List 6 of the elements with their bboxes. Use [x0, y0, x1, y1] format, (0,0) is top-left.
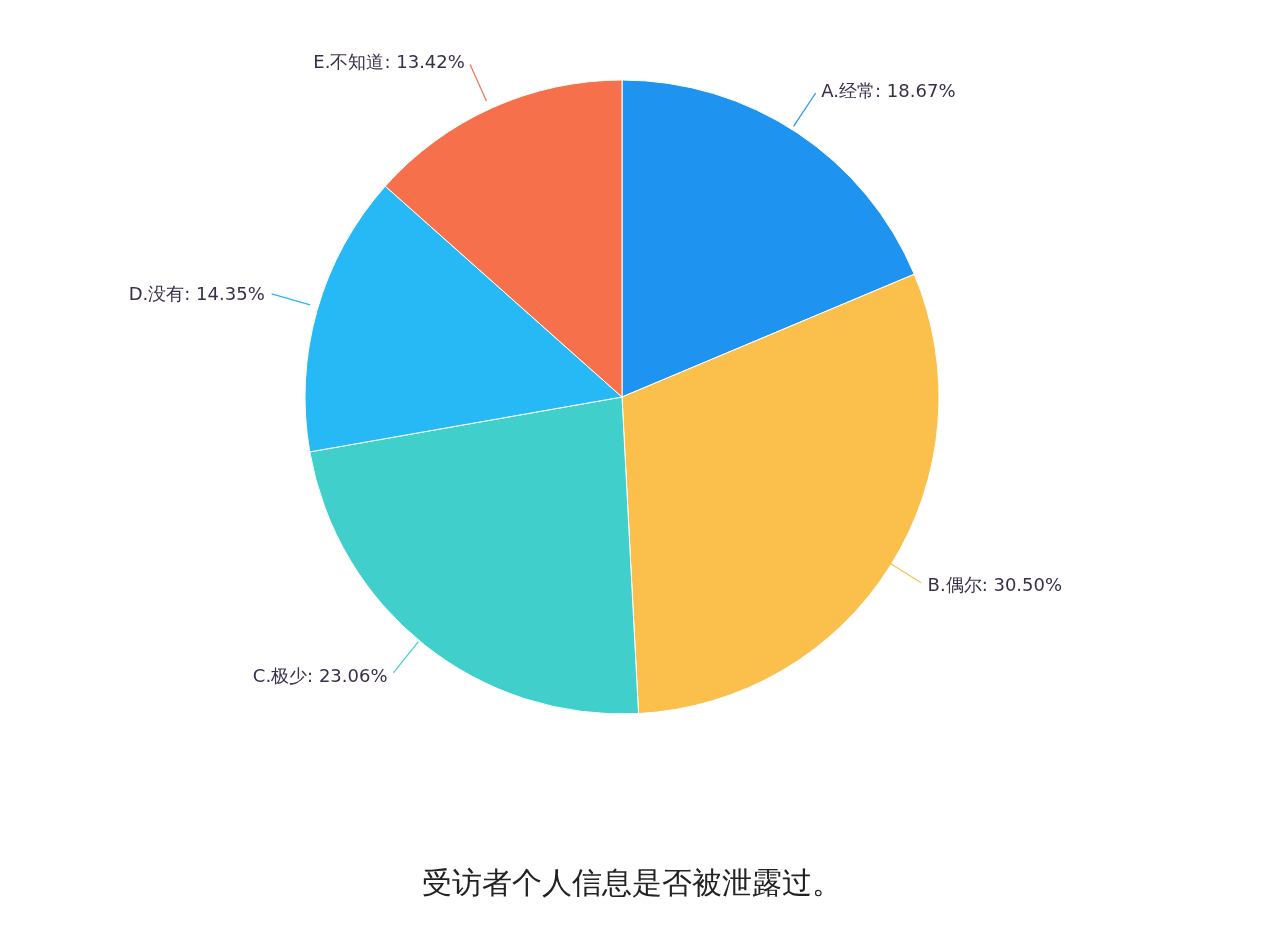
slice-label: D.没有: 14.35%: [128, 282, 265, 304]
slice-label: C.极少: 23.06%: [252, 664, 388, 686]
slice-label: A.经常: 18.67%: [821, 80, 956, 101]
text: 受访者个人信息是否被泄露过。: [421, 864, 843, 902]
slice-label: B.偶尔: 30.50%: [927, 573, 1063, 595]
slice-label: E.不知道: 13.42%: [313, 51, 465, 73]
